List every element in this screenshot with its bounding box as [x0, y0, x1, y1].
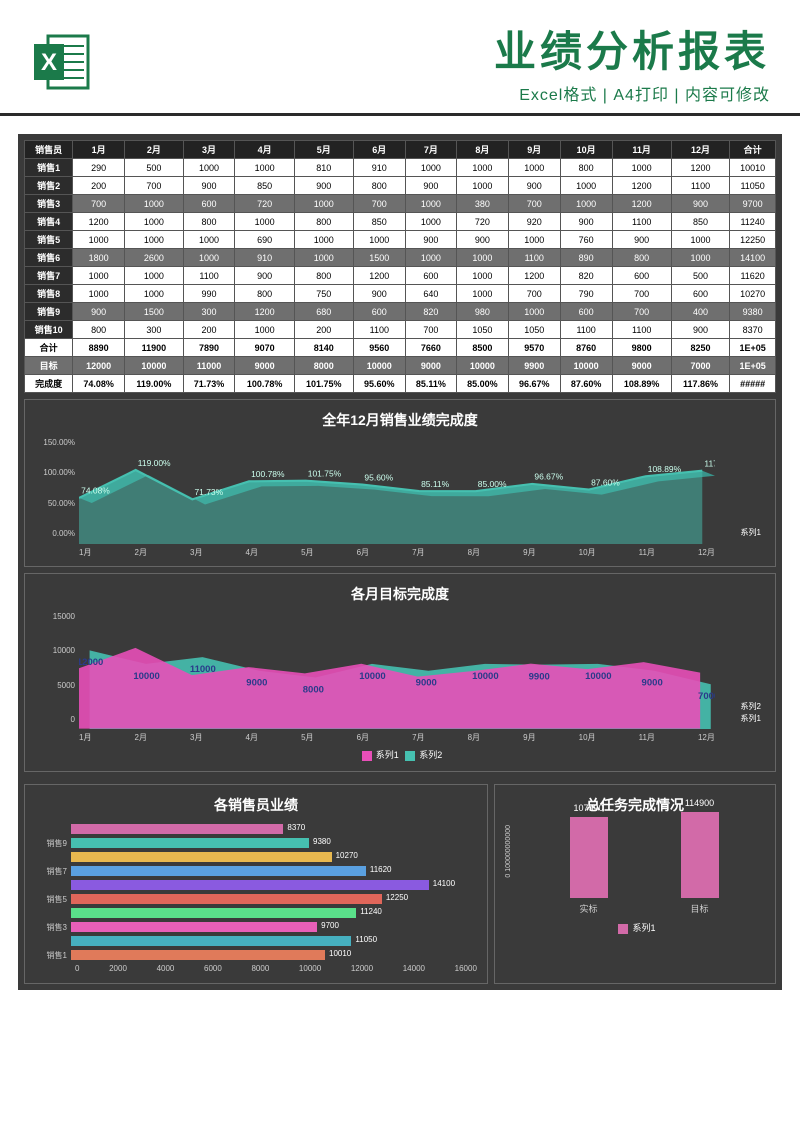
svg-text:10000: 10000	[359, 671, 385, 682]
table-row: 销售61800260010009101000150010001000110089…	[25, 249, 776, 267]
svg-text:96.67%: 96.67%	[534, 472, 563, 482]
svg-text:12000: 12000	[79, 657, 103, 668]
hbar-row: 14100	[35, 879, 477, 891]
table-header: 8月	[456, 141, 508, 159]
svg-text:10000: 10000	[133, 671, 159, 682]
chart3-title: 各销售员业绩	[35, 795, 477, 815]
table-header: 销售员	[25, 141, 73, 159]
svg-text:85.11%: 85.11%	[421, 479, 450, 489]
hbar-row: 11050	[35, 935, 477, 947]
svg-text:8000: 8000	[303, 684, 324, 695]
svg-text:71.73%: 71.73%	[194, 487, 223, 497]
table-header: 5月	[294, 141, 353, 159]
chart1-title: 全年12月销售业绩完成度	[35, 410, 765, 430]
page-subtitle: Excel格式 | A4打印 | 内容可修改	[110, 81, 770, 105]
salesperson-bar-chart: 各销售员业绩 8370 销售99380 10270 销售711620 14100 销售51…	[24, 784, 488, 984]
table-row: 销售99001500300120068060082098010006007004…	[25, 303, 776, 321]
table-row: 销售51000100010006901000100090090010007609…	[25, 231, 776, 249]
chart2-series1-label: 系列1	[741, 713, 761, 724]
svg-text:117.86%: 117.86%	[704, 458, 715, 468]
svg-text:95.60%: 95.60%	[364, 472, 393, 482]
svg-text:87.60%: 87.60%	[591, 477, 620, 487]
chart2-series2-label: 系列2	[741, 701, 761, 712]
svg-text:101.75%: 101.75%	[308, 468, 342, 478]
table-header: 9月	[508, 141, 560, 159]
chart2-legend: 系列1 系列2	[35, 748, 765, 761]
completion-line-chart: 全年12月销售业绩完成度 150.00%100.00%50.00%0.00% 7…	[24, 399, 776, 567]
svg-text:9000: 9000	[416, 678, 437, 689]
hbar-row: 销售99380	[35, 837, 477, 849]
svg-text:7000: 7000	[698, 691, 715, 702]
chart4-title: 总任务完成情况	[505, 795, 765, 815]
table-header: 6月	[353, 141, 405, 159]
excel-icon: X	[30, 30, 94, 94]
table-header: 合计	[730, 141, 776, 159]
svg-text:10000: 10000	[585, 671, 611, 682]
hbar-row: 销售110010	[35, 949, 477, 961]
svg-text:10000: 10000	[472, 671, 498, 682]
table-header: 10月	[560, 141, 612, 159]
table-row: 销售41200100080010008008501000720920900110…	[25, 213, 776, 231]
chart1-series-label: 系列1	[741, 527, 761, 538]
svg-text:85.00%: 85.00%	[478, 479, 507, 489]
hbar-row: 10270	[35, 851, 477, 863]
hbar-row: 11240	[35, 907, 477, 919]
table-header: 3月	[183, 141, 235, 159]
hbar-row: 销售711620	[35, 865, 477, 877]
svg-text:100.78%: 100.78%	[251, 469, 285, 479]
hbar-row: 8370	[35, 823, 477, 835]
chart2-title: 各月目标完成度	[35, 584, 765, 604]
table-row: 销售37001000600720100070010003807001000120…	[25, 195, 776, 213]
svg-text:74.08%: 74.08%	[81, 486, 110, 496]
hbar-row: 销售512250	[35, 893, 477, 905]
svg-text:119.00%: 119.00%	[138, 458, 171, 468]
table-summary-row: 完成度74.08%119.00%71.73%100.78%101.75%95.6…	[25, 375, 776, 393]
table-header: 2月	[125, 141, 183, 159]
page-title: 业绩分析报表	[110, 18, 770, 79]
column-bar: 114900	[681, 812, 719, 898]
table-summary-row: 合计88901190078909070814095607660850095708…	[25, 339, 776, 357]
svg-text:9000: 9000	[642, 678, 663, 689]
svg-text:X: X	[41, 49, 57, 76]
header: X 业绩分析报表 Excel格式 | A4打印 | 内容可修改	[0, 0, 800, 116]
chart4-legend: 系列1	[505, 921, 765, 934]
total-task-chart: 总任务完成情况 0 100000000000 107990实标114900目标 …	[494, 784, 776, 984]
table-row: 销售10800300200100020011007001050105011001…	[25, 321, 776, 339]
table-header: 7月	[405, 141, 456, 159]
table-header: 1月	[73, 141, 125, 159]
table-header: 11月	[612, 141, 671, 159]
svg-text:11000: 11000	[190, 664, 216, 675]
column-bar: 107990	[570, 817, 608, 898]
hbar-row: 销售39700	[35, 921, 477, 933]
table-row: 销售81000100099080075090064010007007907006…	[25, 285, 776, 303]
table-summary-row: 目标12000100001100090008000100009000100009…	[25, 357, 776, 375]
sales-table: 销售员1月2月3月4月5月6月7月8月9月10月11月12月合计 销售12905…	[24, 140, 776, 393]
svg-text:9900: 9900	[529, 671, 550, 682]
svg-text:108.89%: 108.89%	[648, 464, 682, 474]
table-row: 销售12905001000100081091010001000100080010…	[25, 159, 776, 177]
target-area-chart: 各月目标完成度 150001000050000 1200010000110009…	[24, 573, 776, 772]
svg-text:9000: 9000	[246, 678, 267, 689]
table-header: 12月	[671, 141, 729, 159]
table-row: 销售22007009008509008009001000900100012001…	[25, 177, 776, 195]
table-header: 4月	[235, 141, 294, 159]
spreadsheet: 销售员1月2月3月4月5月6月7月8月9月10月11月12月合计 销售12905…	[18, 134, 782, 990]
table-row: 销售71000100011009008001200600100012008206…	[25, 267, 776, 285]
